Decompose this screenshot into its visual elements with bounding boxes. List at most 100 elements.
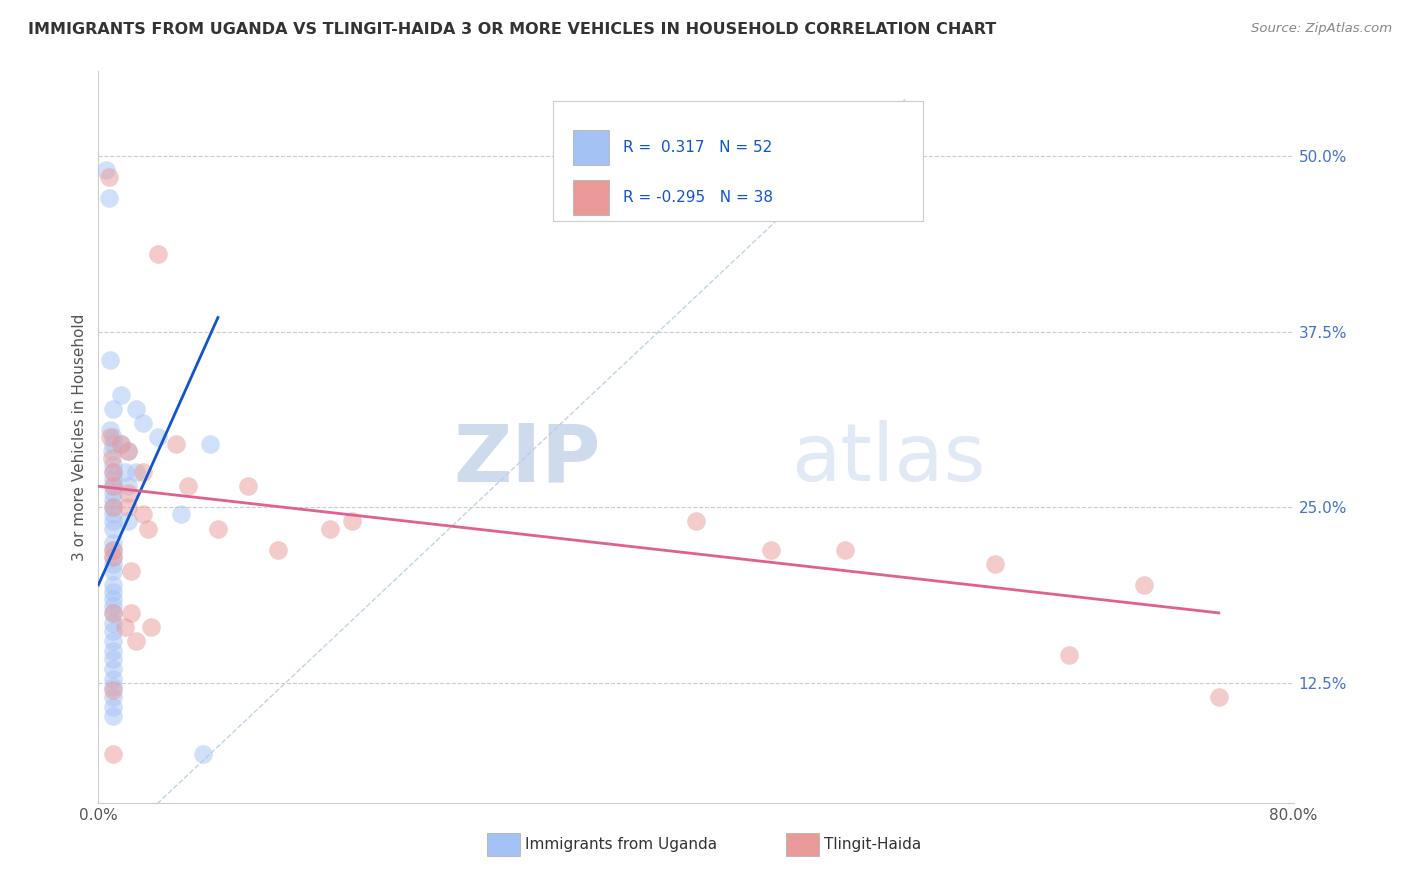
Point xyxy=(103,508,125,522)
FancyBboxPatch shape xyxy=(572,130,609,165)
Point xyxy=(165,437,187,451)
Point xyxy=(125,465,148,479)
Point xyxy=(125,401,148,416)
Text: R = -0.295   N = 38: R = -0.295 N = 38 xyxy=(623,190,773,205)
FancyBboxPatch shape xyxy=(553,101,922,221)
Point xyxy=(834,542,856,557)
Point xyxy=(94,162,117,177)
Point xyxy=(103,493,125,508)
Point xyxy=(169,508,191,522)
Point xyxy=(117,500,139,515)
Point xyxy=(103,430,125,444)
Point xyxy=(103,591,125,606)
Text: IMMIGRANTS FROM UGANDA VS TLINGIT-HAIDA 3 OR MORE VEHICLES IN HOUSEHOLD CORRELAT: IMMIGRANTS FROM UGANDA VS TLINGIT-HAIDA … xyxy=(28,22,997,37)
Point xyxy=(319,522,342,536)
Point xyxy=(148,430,170,444)
Point xyxy=(120,606,142,620)
Point xyxy=(759,542,782,557)
Point xyxy=(103,437,125,451)
Text: Tlingit-Haida: Tlingit-Haida xyxy=(824,837,921,852)
Point xyxy=(98,352,122,367)
Text: ZIP: ZIP xyxy=(453,420,600,498)
Point xyxy=(207,522,229,536)
Point xyxy=(191,747,214,761)
Point xyxy=(200,437,222,451)
Point xyxy=(103,672,125,686)
Point xyxy=(1208,690,1230,705)
Point xyxy=(103,681,125,695)
Point xyxy=(132,508,155,522)
Point xyxy=(103,479,125,493)
Point xyxy=(120,564,142,578)
Point xyxy=(103,515,125,529)
Point xyxy=(103,458,125,473)
Point xyxy=(117,479,139,493)
Point xyxy=(117,515,139,529)
Point xyxy=(148,247,170,261)
Point xyxy=(103,708,125,723)
Point xyxy=(103,549,125,564)
Point xyxy=(177,479,200,493)
Point xyxy=(97,169,120,184)
Point xyxy=(117,444,139,458)
Point xyxy=(114,465,136,479)
Point xyxy=(125,634,148,648)
Point xyxy=(98,423,122,437)
Point xyxy=(103,624,125,639)
Point xyxy=(110,388,132,402)
Point xyxy=(103,652,125,666)
Point xyxy=(103,662,125,676)
Point xyxy=(132,416,155,430)
Point xyxy=(1059,648,1081,662)
Point xyxy=(101,444,124,458)
Point xyxy=(342,515,364,529)
Point xyxy=(103,615,125,630)
Point xyxy=(103,479,125,493)
Point xyxy=(103,465,125,479)
Point xyxy=(103,564,125,578)
Point xyxy=(103,549,125,564)
Point xyxy=(103,557,125,571)
Point xyxy=(98,430,122,444)
Point xyxy=(103,700,125,714)
Text: Immigrants from Uganda: Immigrants from Uganda xyxy=(524,837,717,852)
Point xyxy=(103,690,125,705)
Point xyxy=(984,557,1007,571)
Point xyxy=(103,465,125,479)
Y-axis label: 3 or more Vehicles in Household: 3 or more Vehicles in Household xyxy=(72,313,87,561)
Point xyxy=(101,451,124,466)
Point xyxy=(103,542,125,557)
FancyBboxPatch shape xyxy=(486,833,520,856)
Point xyxy=(103,634,125,648)
Point xyxy=(103,472,125,486)
Point xyxy=(103,401,125,416)
Point xyxy=(114,620,136,634)
Point xyxy=(267,542,290,557)
Point xyxy=(110,437,132,451)
Point xyxy=(132,465,155,479)
Point xyxy=(97,191,120,205)
Text: R =  0.317   N = 52: R = 0.317 N = 52 xyxy=(623,140,772,155)
Point xyxy=(1133,578,1156,592)
Point xyxy=(117,444,139,458)
FancyBboxPatch shape xyxy=(572,179,609,215)
Point xyxy=(139,620,162,634)
Point xyxy=(103,500,125,515)
Point xyxy=(103,683,125,698)
Point xyxy=(103,486,125,500)
Point xyxy=(103,522,125,536)
Point xyxy=(685,515,707,529)
Text: atlas: atlas xyxy=(792,420,986,498)
Point xyxy=(103,535,125,549)
Point xyxy=(103,542,125,557)
Point xyxy=(103,644,125,658)
Point xyxy=(103,606,125,620)
Point xyxy=(136,522,159,536)
Point xyxy=(103,599,125,613)
Point xyxy=(103,606,125,620)
FancyBboxPatch shape xyxy=(786,833,820,856)
Point xyxy=(103,578,125,592)
Point xyxy=(103,584,125,599)
Text: Source: ZipAtlas.com: Source: ZipAtlas.com xyxy=(1251,22,1392,36)
Point xyxy=(110,437,132,451)
